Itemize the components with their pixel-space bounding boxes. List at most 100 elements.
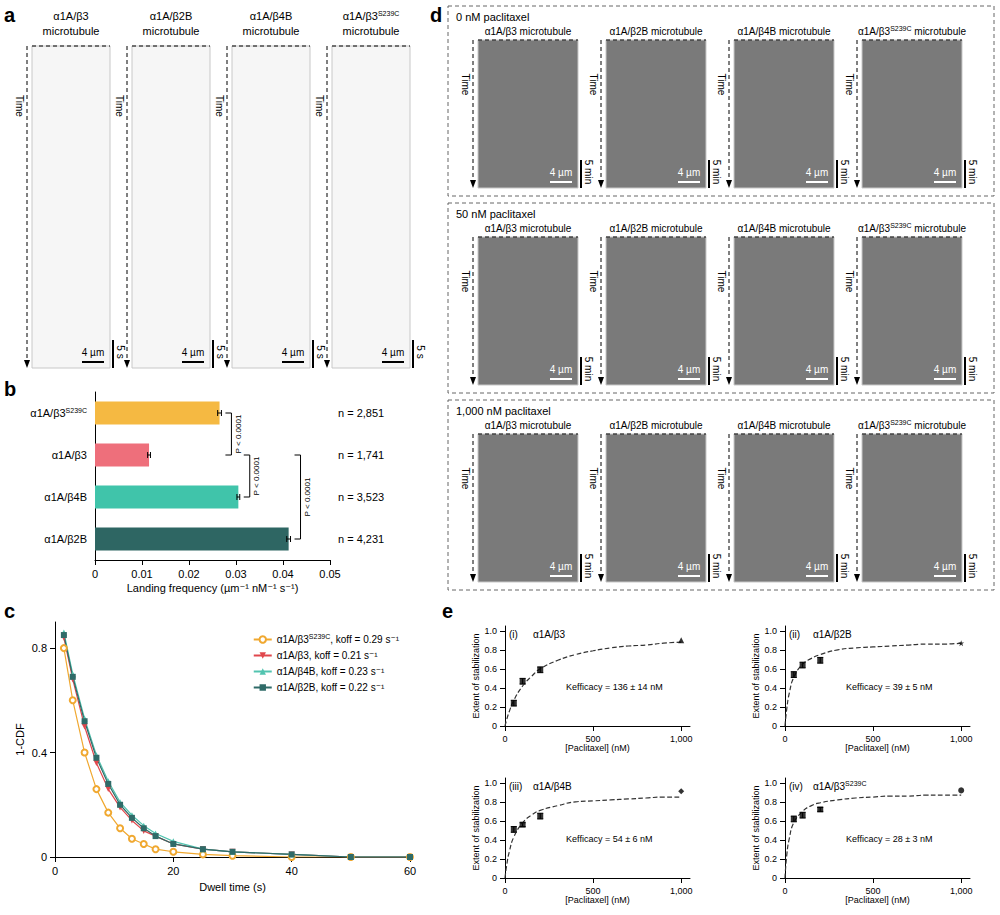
svg-text:Time: Time (214, 95, 225, 117)
svg-text:Time: Time (460, 467, 471, 489)
svg-text:1.0: 1.0 (764, 626, 777, 636)
svg-text:α1A/β3: α1A/β3 (53, 10, 88, 22)
svg-text:Time: Time (14, 95, 25, 117)
svg-text:α1A/β3 microtubule: α1A/β3 microtubule (485, 26, 572, 37)
svg-text:α1A/β2B: α1A/β2B (150, 10, 193, 22)
svg-text:5 min: 5 min (839, 554, 850, 578)
svg-text:0.03: 0.03 (225, 568, 246, 580)
svg-text:α1A/β3: α1A/β3 (858, 420, 891, 431)
svg-text:α1A/β4B, koff = 0.23 s⁻¹: α1A/β4B, koff = 0.23 s⁻¹ (277, 666, 385, 677)
svg-text:0.4: 0.4 (764, 683, 777, 693)
svg-text:0.01: 0.01 (131, 568, 152, 580)
svg-text:α1A/β3: α1A/β3 (858, 26, 891, 37)
svg-text:(iv): (iv) (789, 781, 803, 792)
svg-text:5 min: 5 min (583, 357, 594, 381)
svg-text:α1A/β2B microtubule: α1A/β2B microtubule (609, 26, 703, 37)
svg-text:α1A/β3: α1A/β3 (277, 634, 310, 645)
svg-text:Time: Time (588, 270, 599, 292)
svg-text:0.02: 0.02 (178, 568, 199, 580)
svg-text:α1A/β2B: α1A/β2B (813, 629, 852, 640)
svg-text:40: 40 (286, 865, 298, 877)
svg-text:0: 0 (772, 721, 777, 731)
svg-text:α1A/β4B: α1A/β4B (533, 781, 572, 792)
svg-text:S239C: S239C (890, 222, 911, 229)
svg-text:4 µm: 4 µm (934, 561, 956, 572)
svg-text:0: 0 (772, 873, 777, 883)
svg-text:[Paclitaxel] (nM): [Paclitaxel] (nM) (845, 743, 910, 753)
svg-text:α1A/β2B microtubule: α1A/β2B microtubule (609, 223, 703, 234)
svg-text:0.6: 0.6 (484, 664, 497, 674)
svg-text:4 µm: 4 µm (282, 347, 304, 358)
svg-text:0: 0 (41, 851, 47, 863)
svg-text:1.0: 1.0 (484, 778, 497, 788)
svg-text:e: e (442, 600, 453, 622)
svg-text:5 s: 5 s (215, 345, 226, 358)
svg-text:P < 0.0001: P < 0.0001 (303, 477, 312, 516)
svg-text:4 µm: 4 µm (678, 167, 700, 178)
svg-text:Extent of stabilization: Extent of stabilization (471, 785, 481, 870)
svg-text:α1A/β3: α1A/β3 (30, 407, 65, 419)
svg-text:Kefficacy = 28 ± 3 nM: Kefficacy = 28 ± 3 nM (846, 834, 933, 844)
svg-text:0.8: 0.8 (484, 797, 497, 807)
svg-text:Time: Time (844, 467, 855, 489)
svg-text:5 min: 5 min (839, 357, 850, 381)
svg-text:50 nM paclitaxel: 50 nM paclitaxel (456, 208, 536, 220)
svg-text:0.8: 0.8 (764, 797, 777, 807)
svg-text:S239C: S239C (890, 25, 911, 32)
svg-text:0: 0 (52, 865, 58, 877)
svg-text:P < 0.0001: P < 0.0001 (234, 414, 243, 453)
svg-text:microtubule: microtubule (243, 25, 300, 37)
svg-text:5 min: 5 min (583, 160, 594, 184)
svg-text:(iii): (iii) (509, 781, 522, 792)
svg-text:0: 0 (492, 721, 497, 731)
svg-text:5 min: 5 min (711, 554, 722, 578)
svg-text:n = 4,231: n = 4,231 (338, 533, 384, 545)
svg-text:5 min: 5 min (711, 357, 722, 381)
svg-text:5 min: 5 min (967, 160, 978, 184)
svg-text:[Paclitaxel] (nM): [Paclitaxel] (nM) (845, 895, 910, 905)
svg-text:500: 500 (866, 734, 881, 744)
svg-text:5 min: 5 min (583, 554, 594, 578)
svg-text:1.0: 1.0 (764, 778, 777, 788)
svg-text:Time: Time (844, 270, 855, 292)
svg-text:0: 0 (782, 886, 787, 896)
svg-text:α1A/β3 microtubule: α1A/β3 microtubule (485, 420, 572, 431)
svg-text:0.2: 0.2 (764, 854, 777, 864)
svg-text:4 µm: 4 µm (678, 364, 700, 375)
svg-text:0.6: 0.6 (484, 816, 497, 826)
svg-text:Landing frequency (µm⁻¹ nM⁻¹ s: Landing frequency (µm⁻¹ nM⁻¹ s⁻¹) (127, 582, 299, 594)
svg-text:1.0: 1.0 (484, 626, 497, 636)
svg-text:n = 2,851: n = 2,851 (338, 407, 384, 419)
svg-text:Extent of stabilization: Extent of stabilization (751, 633, 761, 718)
svg-text:n = 1,741: n = 1,741 (338, 449, 384, 461)
svg-text:0: 0 (92, 568, 98, 580)
svg-text:5 min: 5 min (967, 357, 978, 381)
svg-text:5 min: 5 min (967, 554, 978, 578)
svg-text:S239C: S239C (378, 10, 399, 17)
svg-text:microtubule: microtubule (143, 25, 200, 37)
svg-text:S239C: S239C (309, 633, 330, 640)
svg-text:1,000: 1,000 (950, 734, 973, 744)
svg-text:Time: Time (716, 73, 727, 95)
svg-text:Time: Time (114, 95, 125, 117)
svg-text:microtubule: microtubule (912, 26, 967, 37)
svg-text:microtubule: microtubule (912, 223, 967, 234)
svg-text:1-CDF: 1-CDF (14, 723, 26, 756)
svg-text:4 µm: 4 µm (550, 561, 572, 572)
svg-text:Kefficacy = 54 ± 6 nM: Kefficacy = 54 ± 6 nM (566, 834, 653, 844)
svg-text:4 µm: 4 µm (550, 167, 572, 178)
svg-text:α1A/β4B microtubule: α1A/β4B microtubule (737, 223, 831, 234)
svg-text:Time: Time (844, 73, 855, 95)
svg-text:4 µm: 4 µm (806, 561, 828, 572)
svg-text:Time: Time (314, 95, 325, 117)
svg-text:1,000: 1,000 (950, 886, 973, 896)
svg-text:5 s: 5 s (115, 345, 126, 358)
svg-text:5 min: 5 min (839, 160, 850, 184)
svg-text:0: 0 (492, 873, 497, 883)
svg-text:0.4: 0.4 (484, 683, 497, 693)
svg-text:(ii): (ii) (789, 629, 800, 640)
svg-text:a: a (4, 4, 16, 26)
svg-text:1,000: 1,000 (670, 886, 693, 896)
svg-text:α1A/β4B microtubule: α1A/β4B microtubule (737, 26, 831, 37)
svg-text:0: 0 (782, 734, 787, 744)
